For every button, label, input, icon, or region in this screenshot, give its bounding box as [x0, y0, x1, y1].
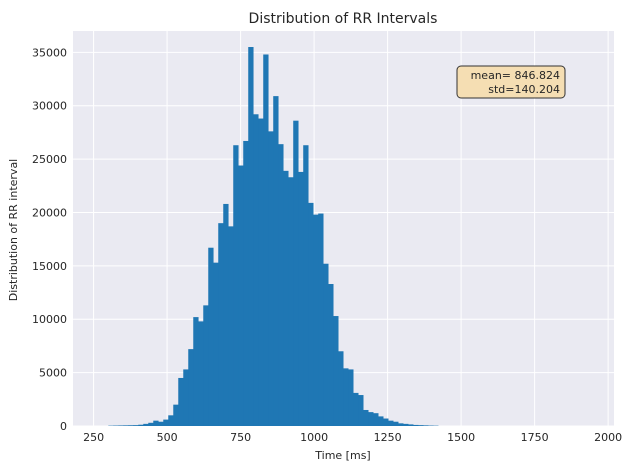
- stats-std-text: std=140.204: [488, 83, 560, 96]
- histogram-bar: [328, 284, 334, 426]
- histogram-bar: [373, 413, 379, 426]
- histogram-bar: [228, 226, 234, 426]
- histogram-bar: [423, 425, 429, 426]
- histogram-bar: [138, 424, 144, 426]
- histogram-bar: [368, 412, 374, 426]
- histogram-bar: [408, 424, 414, 426]
- y-tick-label: 15000: [32, 260, 67, 273]
- histogram-bar: [158, 421, 164, 426]
- y-tick-label: 25000: [32, 153, 67, 166]
- histogram-bar: [223, 203, 229, 426]
- y-tick-label: 10000: [32, 313, 67, 326]
- histogram-bar: [388, 420, 394, 426]
- x-tick-label: 1500: [447, 431, 475, 444]
- histogram-bar: [143, 423, 149, 426]
- histogram-bar: [178, 377, 184, 426]
- x-axis-label: Time [ms]: [314, 449, 370, 462]
- histogram-bar: [133, 425, 139, 426]
- x-tick-label: 250: [83, 431, 104, 444]
- histogram-bar: [308, 202, 314, 426]
- histogram-bar: [403, 423, 409, 426]
- y-tick-label: 35000: [32, 46, 67, 59]
- histogram-bar: [303, 145, 309, 426]
- histogram-bar: [353, 392, 359, 426]
- histogram-bar: [168, 415, 174, 426]
- histogram-bar: [218, 223, 224, 426]
- y-tick-label: 0: [60, 420, 67, 433]
- histogram-bar: [268, 131, 274, 426]
- y-tick-label: 30000: [32, 100, 67, 113]
- histogram-bar: [343, 368, 349, 426]
- y-axis-label: Distribution of RR interval: [7, 159, 20, 302]
- histogram-bar: [348, 369, 354, 426]
- histogram-bar: [323, 263, 329, 426]
- histogram-bar: [118, 425, 124, 426]
- y-axis-ticks: 0 5000 10000 15000 20000 25000 30000 35000: [32, 46, 67, 433]
- histogram-bar: [148, 422, 154, 426]
- histogram-bar: [123, 425, 129, 426]
- histogram-bar: [283, 170, 289, 426]
- x-tick-label: 2000: [594, 431, 622, 444]
- histogram-bar: [288, 177, 294, 426]
- x-tick-label: 1000: [300, 431, 328, 444]
- stats-mean-text: mean= 846.824: [471, 69, 560, 82]
- x-tick-label: 1250: [374, 431, 402, 444]
- x-axis-ticks: 250 500 750 1000 1250 1500 1750 2000: [83, 431, 622, 444]
- stats-annotation-box: [456, 65, 566, 99]
- histogram-bar: [173, 404, 179, 426]
- histogram-bar: [153, 420, 159, 426]
- histogram-bar: [383, 418, 389, 426]
- histogram-bar: [203, 305, 209, 426]
- histogram-bar: [243, 140, 249, 426]
- histogram-bar: [208, 247, 214, 426]
- histogram-bar: [333, 316, 339, 426]
- histogram-bar: [258, 118, 264, 427]
- histogram-bar: [413, 424, 419, 426]
- histogram-bar: [378, 416, 384, 426]
- histogram-bar: [183, 369, 189, 426]
- x-tick-label: 500: [157, 431, 178, 444]
- histogram-bar: [263, 54, 269, 427]
- histogram-bar: [338, 351, 344, 426]
- x-tick-label: 750: [230, 431, 251, 444]
- histogram-bar: [253, 114, 259, 427]
- histogram-bar: [318, 213, 324, 426]
- histogram-bar: [188, 349, 194, 426]
- histogram-bar: [248, 47, 254, 426]
- histogram-bar: [358, 395, 364, 426]
- histogram-bar: [293, 120, 299, 427]
- histogram-bar: [418, 425, 424, 426]
- histogram-bar: [198, 321, 204, 426]
- histogram-bar: [238, 165, 244, 426]
- x-tick-label: 1750: [521, 431, 549, 444]
- histogram-bar: [128, 425, 134, 426]
- histogram-bar: [163, 419, 169, 426]
- histogram-bar: [278, 144, 284, 426]
- y-tick-label: 20000: [32, 206, 67, 219]
- histogram-bars: [108, 47, 439, 427]
- histogram-bar: [233, 145, 239, 426]
- histogram-bar: [363, 409, 369, 426]
- chart-title: Distribution of RR Intervals: [249, 11, 438, 27]
- histogram-bar: [193, 317, 199, 426]
- histogram-bar: [313, 214, 319, 426]
- stats-annotation: mean= 846.824 std=140.204: [456, 65, 566, 99]
- histogram-bar: [273, 96, 279, 427]
- histogram-bar: [398, 423, 404, 426]
- histogram-bar: [393, 421, 399, 426]
- histogram-bar: [298, 171, 304, 426]
- y-tick-label: 5000: [39, 367, 67, 380]
- histogram-bar: [213, 262, 219, 426]
